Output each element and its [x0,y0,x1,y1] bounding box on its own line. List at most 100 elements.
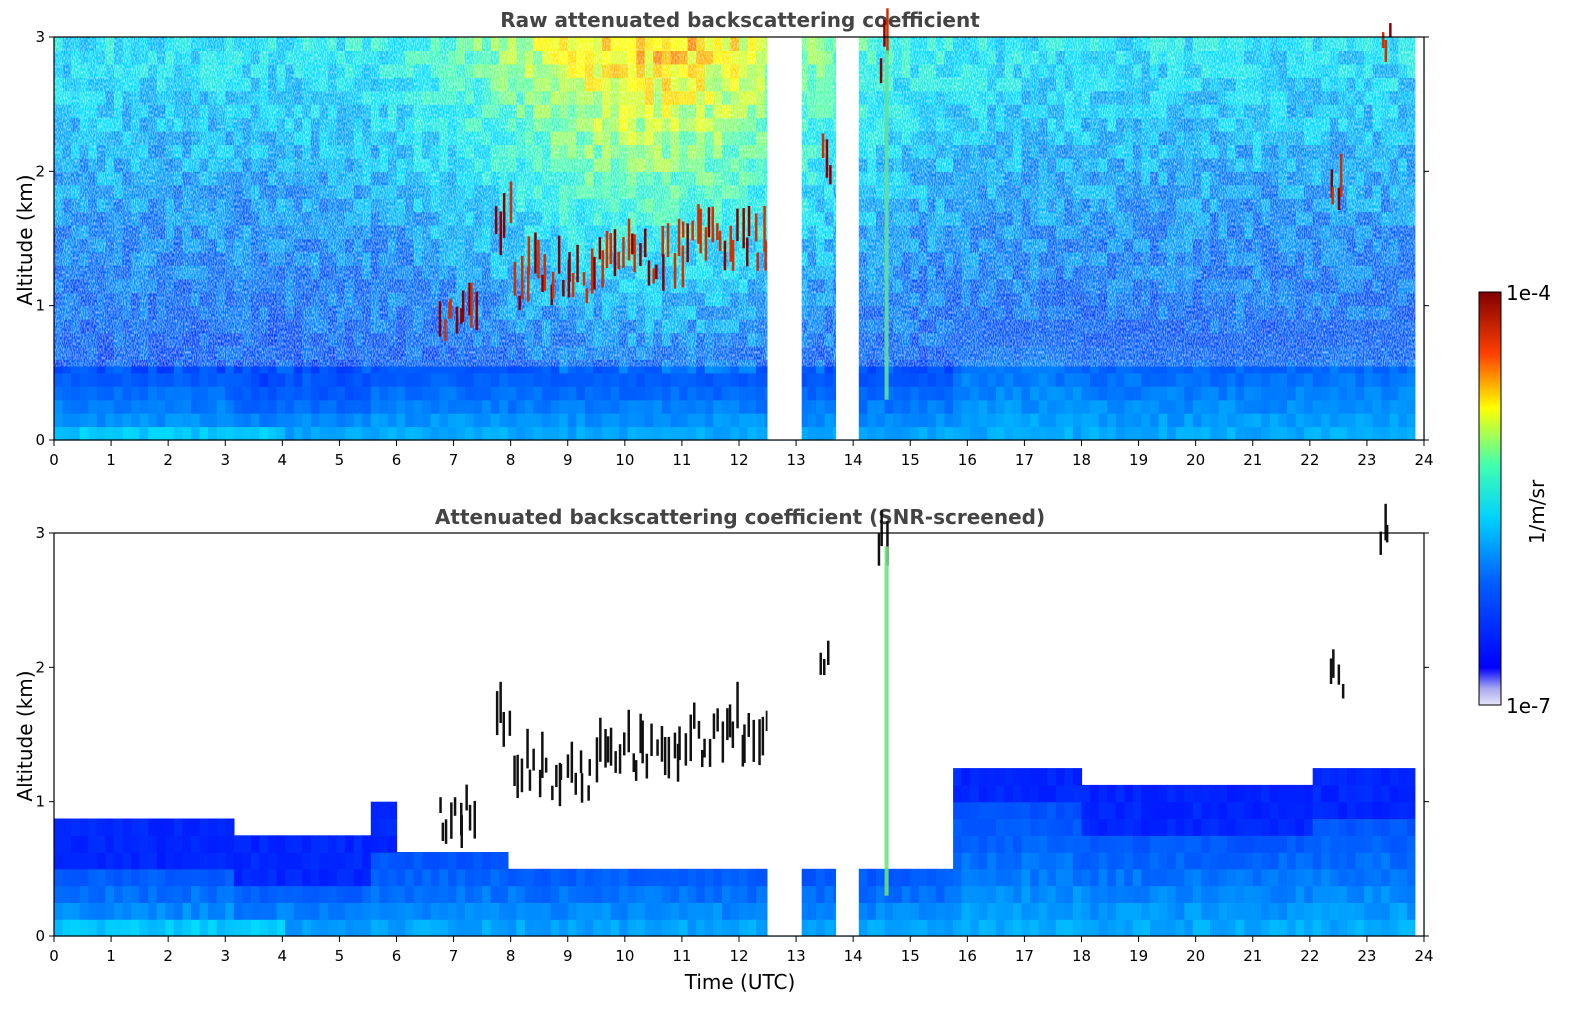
cloud-mark [513,755,516,786]
cloud-mark [627,709,630,753]
x-tick-label: 23 [1357,451,1376,469]
cloud-mark [475,291,478,331]
cloud-mark [747,206,751,237]
cloud-mark [1389,23,1392,38]
cloud-mark [701,750,704,768]
x-tick-label: 1 [106,947,116,965]
cloud-mark [743,724,746,763]
cloud-mark [756,252,759,271]
cloud-mark [453,797,457,816]
y-tick-label: 2 [35,658,45,676]
y-tick-label: 3 [35,28,45,46]
cloud-mark [641,720,644,764]
cloud-mark [468,282,471,316]
cloud-mark [684,733,688,766]
cloud-mark [633,234,636,272]
top-panel: 0 1 2 3 4 5 6 7 8 9 10 11 12 13 14 15 16 17 18 19 20 21 22 23 24… [35,8,1434,469]
cloud-mark [582,272,586,286]
x-tick-label: 9 [563,947,573,965]
cloud-mark [1384,503,1387,541]
cloud-mark [541,731,544,778]
cloud-mark [639,243,642,266]
cloud-mark [568,252,571,282]
x-tick-label: 14 [844,947,863,965]
x-tick-label: 24 [1414,947,1433,965]
cloud-mark [731,240,735,271]
cloud-mark [765,710,769,731]
cloud-mark [708,738,712,767]
cloud-mark [819,652,822,675]
x-tick-label: 14 [844,451,863,469]
cloud-mark [551,271,555,299]
cloud-mark [599,717,602,762]
x-tick-label: 3 [220,947,230,965]
cloud-mark [1332,649,1335,678]
data-gap [767,533,802,936]
x-tick-label: 21 [1243,451,1262,469]
x-tick-label: 20 [1186,947,1205,965]
cloud-mark [562,280,565,297]
x-tick-label: 22 [1300,947,1319,965]
top-heatmap-field [54,37,1425,441]
cloud-mark [557,235,561,274]
cloud-mark [579,750,583,774]
x-tick-label: 10 [615,947,634,965]
cloud-mark [450,802,453,839]
cloud-mark [571,273,575,298]
cloud-mark [742,208,745,249]
cloud-mark [761,716,765,756]
cloud-mark [551,785,554,801]
x-tick-label: 8 [506,451,516,469]
cloud-mark [721,721,725,763]
cloud-mark [1337,664,1341,685]
cloud-mark [681,221,685,238]
colorbar-unit-label: 1/m/sr [1525,479,1550,545]
cloud-mark [718,230,722,252]
x-tick-label: 9 [563,451,573,469]
cloud-mark [532,748,535,771]
x-tick-label: 13 [787,947,806,965]
cloud-mark [747,713,750,737]
x-tick-label: 12 [729,947,748,965]
cloud-mark [883,19,886,47]
cloud-mark [707,207,711,238]
cloud-mark [644,228,647,258]
cloud-mark [879,58,883,84]
cloud-mark [468,804,472,831]
y-tick-label: 1 [35,793,45,811]
cloud-mark [656,739,659,756]
cloud-mark [686,223,689,263]
cloud-mark [666,223,670,257]
x-tick-label: 0 [49,451,59,469]
cloud-mark [613,229,617,277]
x-tick-label: 8 [506,947,516,965]
cloud-mark [650,723,653,756]
cloud-mark [660,726,664,762]
cloud-mark [764,240,767,271]
cloud-mark [1339,153,1343,197]
cloud-mark [704,227,708,261]
cloud-mark [754,213,758,242]
cloud-mark [623,732,626,756]
cloud-mark [886,521,889,566]
cloud-mark [716,708,719,732]
cloud-mark [711,206,714,243]
cloud-mark [559,764,563,780]
x-tick-label: 10 [615,451,634,469]
cloud-mark [655,264,658,280]
x-tick-label: 19 [1129,947,1148,965]
cloud-mark [723,240,727,271]
x-tick-label: 7 [449,947,459,965]
data-gap [836,37,859,440]
cloud-mark [574,772,577,795]
cloud-mark [1331,186,1334,205]
cloud-mark [728,704,732,738]
cloud-mark [712,713,716,739]
cloud-mark [609,727,613,766]
cloud-mark [439,797,442,813]
cloud-mark [663,737,667,776]
data-gap [836,533,859,936]
cloud-mark [699,208,702,254]
cloud-mark [576,244,579,283]
